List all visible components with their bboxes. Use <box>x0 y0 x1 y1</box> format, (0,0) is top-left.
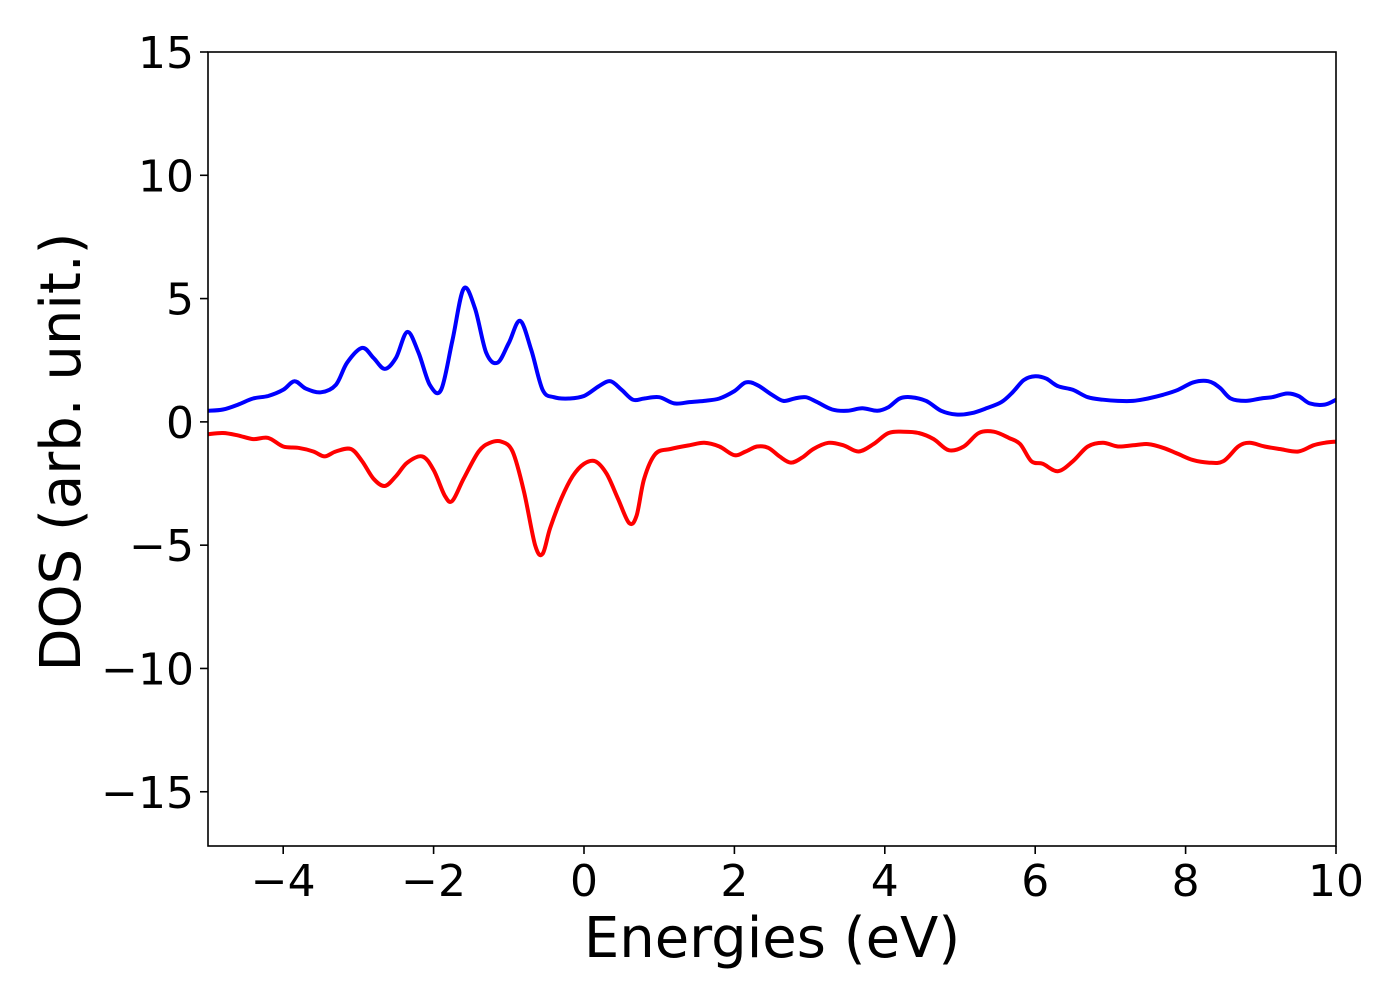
series-line-2 <box>207 429 1337 558</box>
y-tick-label: 0 <box>166 398 194 449</box>
x-tick-label: 2 <box>720 856 748 907</box>
series-layer <box>207 285 1337 558</box>
y-tick-label: 10 <box>138 151 194 202</box>
x-tick-label: −2 <box>401 856 466 907</box>
series-line-1 <box>207 285 1337 417</box>
x-tick-label: 4 <box>871 856 899 907</box>
y-tick-label: 15 <box>138 28 194 79</box>
x-tick-label: 0 <box>570 856 598 907</box>
x-tick-label: −4 <box>251 856 316 907</box>
ticks-layer: −4 −2 0 2 4 6 8 10 −15 −10 −5 0 5 10 15 <box>101 28 1364 907</box>
x-tick-label: 10 <box>1308 856 1364 907</box>
x-tick-label: 8 <box>1172 856 1200 907</box>
plot-frame <box>207 51 1337 847</box>
y-axis-label: DOS (arb. unit.) <box>29 232 94 671</box>
y-tick-label: −15 <box>101 768 194 819</box>
x-axis-label: Energies (eV) <box>584 906 960 971</box>
x-tick-label: 6 <box>1021 856 1049 907</box>
y-tick-label: −10 <box>101 644 194 695</box>
y-tick-label: −5 <box>129 521 194 572</box>
y-tick-label: 5 <box>166 275 194 326</box>
